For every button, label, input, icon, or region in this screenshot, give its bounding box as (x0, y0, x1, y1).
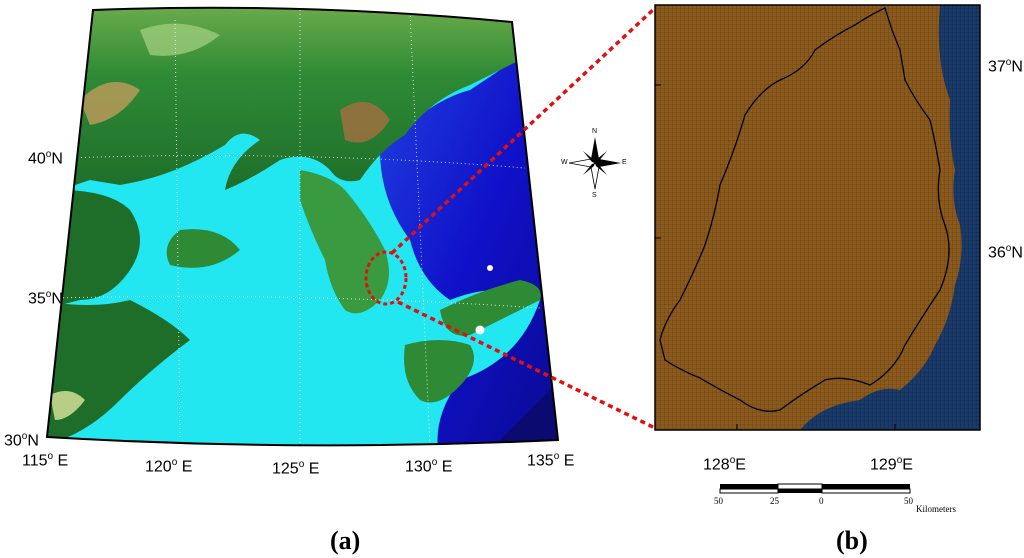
scale-tick-label: 25 (770, 496, 779, 506)
lon-label-115e: 115o E (22, 451, 69, 470)
scale-tick-label: 0 (819, 496, 824, 506)
scale-bar (719, 483, 911, 494)
grid-sea-area (800, 5, 980, 430)
lat-label-36n: 36oN (988, 243, 1023, 262)
compass-s-label: S (592, 192, 597, 199)
lat-label-30n: 30oN (4, 431, 39, 450)
graticule-40n (64, 155, 526, 169)
panel-b-caption: (b) (836, 526, 868, 555)
lon-label-135e: 135o E (527, 451, 575, 470)
lon-label-120e: 120o E (145, 457, 193, 476)
grid-land-area (655, 5, 980, 430)
island-dot (487, 265, 493, 271)
panel-a-map (47, 7, 558, 446)
lat-label-37n: 37oN (988, 57, 1023, 76)
lon-label-125e: 125o E (272, 459, 320, 478)
lat-label-40n: 40oN (28, 149, 63, 168)
zoom-line-bottom (397, 300, 656, 430)
province-boundary (659, 7, 950, 412)
island-dot (475, 325, 485, 335)
compass-e-label: E (622, 159, 627, 166)
panel-b-map (655, 5, 980, 430)
coastal-upland-area (50, 391, 85, 420)
kyushu-area (404, 340, 474, 403)
scale-tick-label: 50 (714, 496, 723, 506)
study-area-circle (364, 250, 408, 306)
highland-area (80, 82, 140, 125)
lon-label-128e: 128oE (703, 455, 746, 474)
panel-a-caption: (a) (330, 526, 361, 555)
highland-area (340, 102, 390, 143)
lon-label-129e: 129oE (870, 455, 913, 474)
shandong-peninsula-area (166, 229, 240, 268)
compass-n-label: N (592, 128, 598, 135)
lat-label-35n: 35oN (28, 289, 63, 308)
panel-a-frame (45, 6, 560, 447)
honshu-area (440, 280, 541, 336)
scale-tick-label: 50 (904, 496, 913, 506)
zoom-line-top (390, 6, 657, 255)
compass-rose-icon (568, 137, 621, 190)
compass-w-label: W (561, 159, 568, 166)
scale-unit-label: Kilometers (916, 504, 956, 514)
lon-label-130e: 130o E (405, 457, 453, 476)
upland-area (140, 23, 220, 56)
panel-b-frame (654, 4, 981, 431)
